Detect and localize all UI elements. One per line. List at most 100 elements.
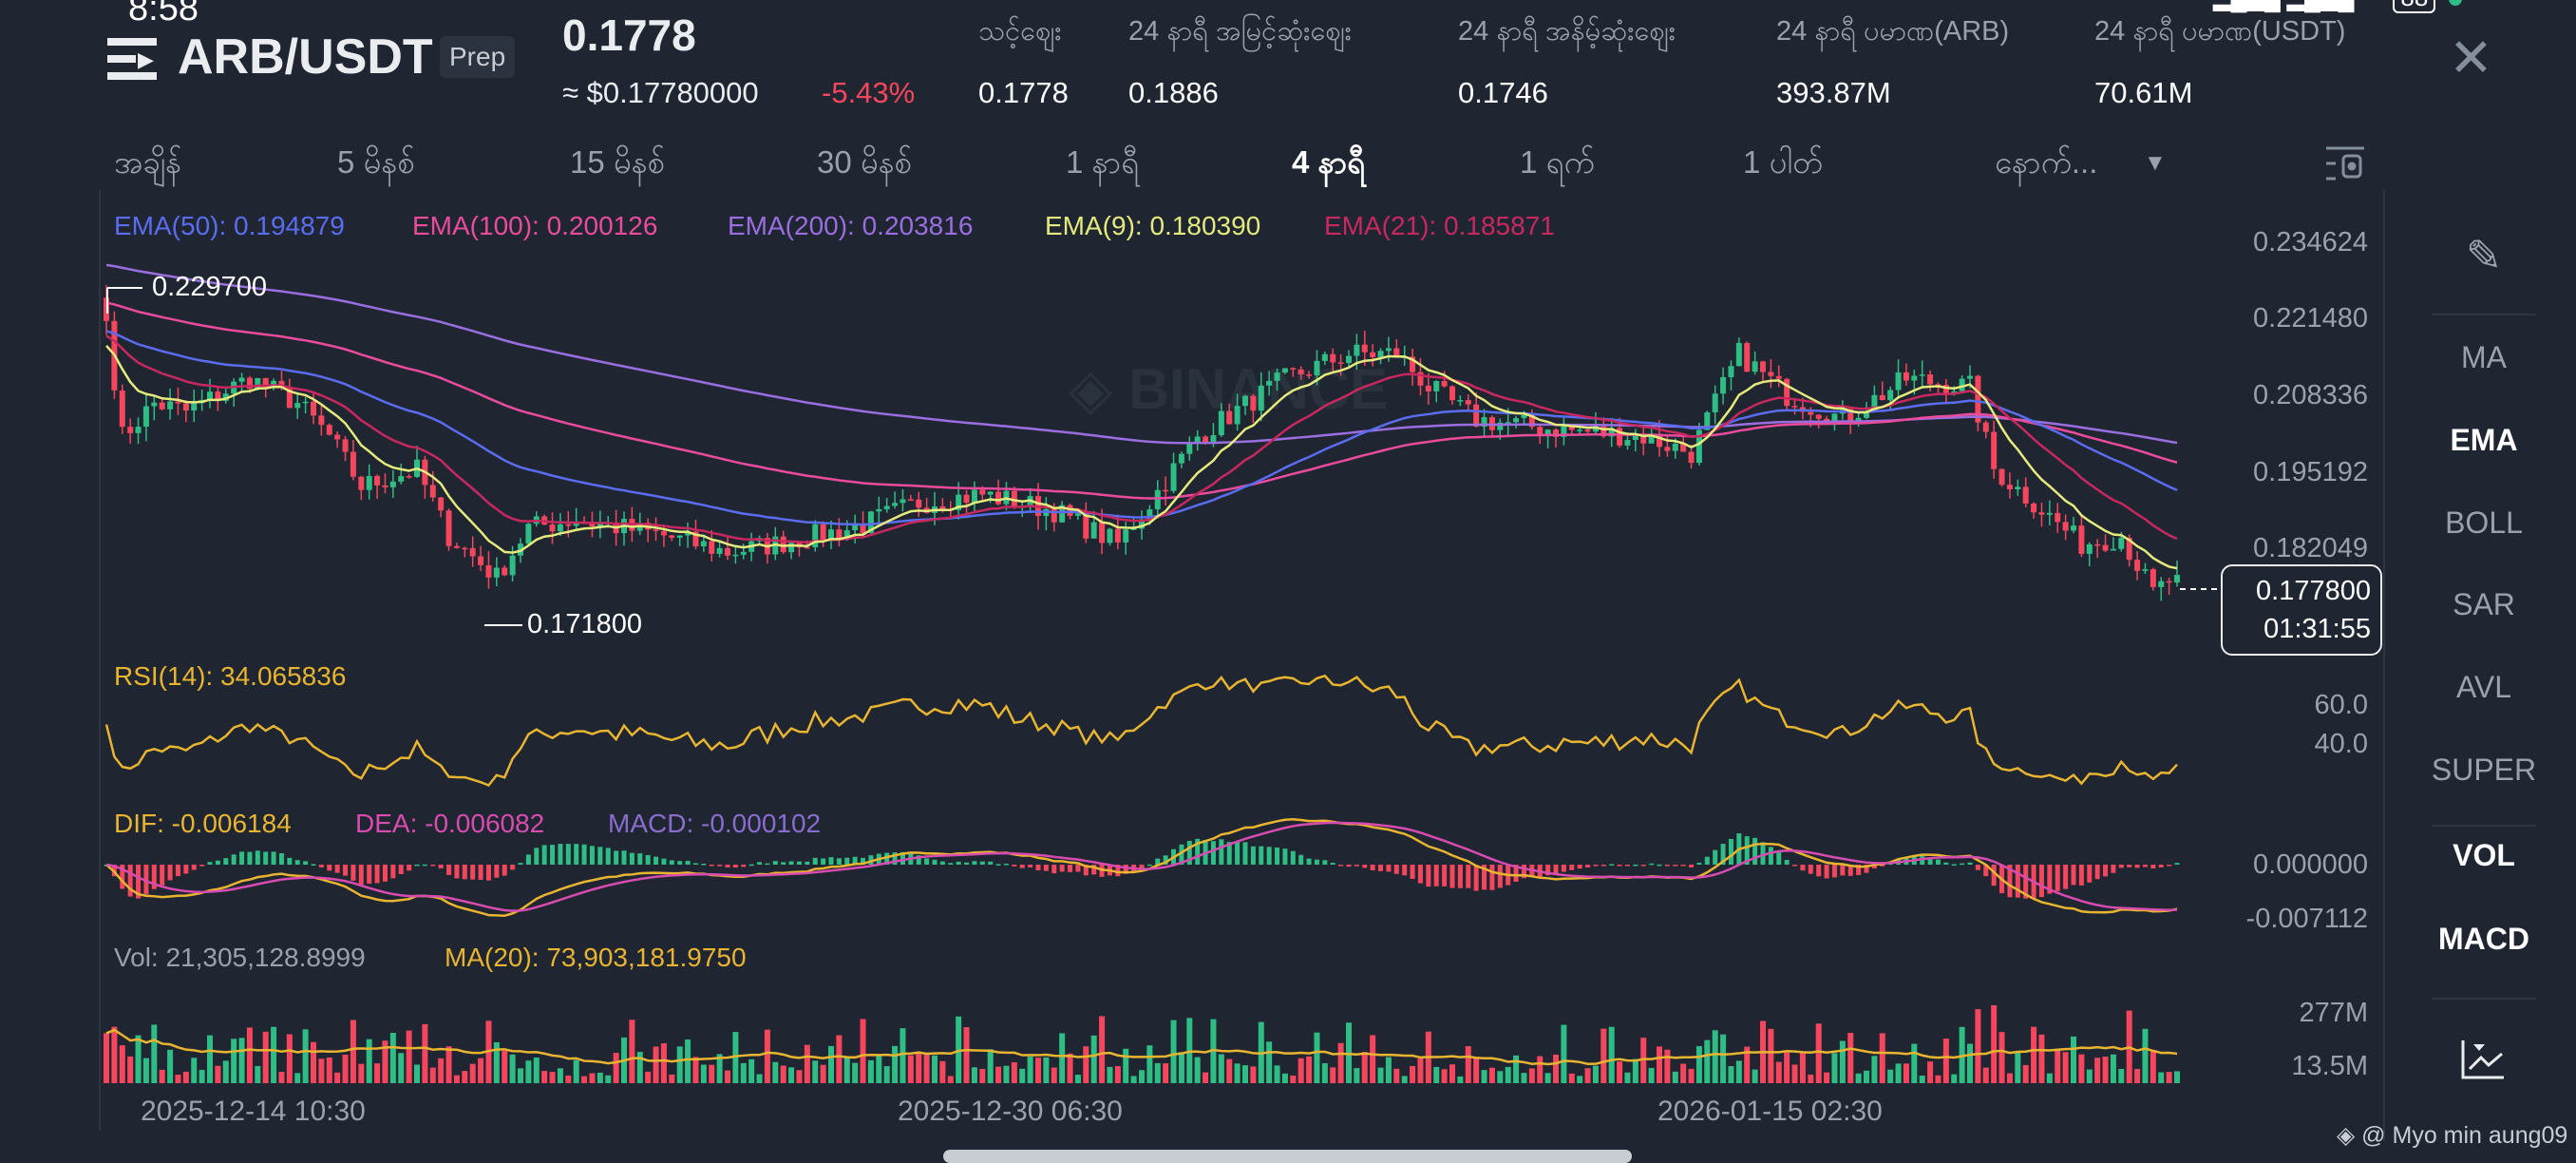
candle [1146,509,1153,520]
candle [660,531,667,536]
candle [1815,414,1822,419]
menu-icon[interactable]: ▶ [107,38,157,80]
macd-bar [1927,857,1933,865]
macd-bar [1800,865,1806,871]
sidebar-item-avl[interactable]: AVL [2455,670,2512,704]
macd-bar [1298,854,1304,865]
candle [1090,522,1097,539]
macd-bar [1035,865,1041,871]
volume-bar [334,1072,341,1083]
pencil-draw-icon[interactable]: ✎ [2465,231,2503,280]
volume-bar [2055,1050,2061,1083]
volume-bar [1895,1063,1902,1083]
volume-bar [374,1063,381,1083]
candle [271,380,277,388]
macd-bar [1179,844,1184,865]
volume-bar [2102,1057,2109,1083]
close-icon[interactable]: ✕ [2449,28,2493,87]
volume-bar [557,1068,563,1083]
volume-panel [104,1005,2180,1083]
volume-bar [350,1020,356,1083]
macd-bar [2167,865,2172,867]
sidebar-item-boll[interactable]: BOLL [2445,505,2523,540]
volume-bar [191,1058,198,1083]
macd-bar [1370,865,1375,870]
legend-vol-ma: MA(20): 73,903,181.9750 [445,943,747,972]
macd-bar [1378,865,1384,871]
tab-5m[interactable]: 5 မိနစ် [337,144,416,180]
candle [1568,426,1575,430]
volume-bar [1561,1024,1567,1083]
volume-bar [1154,1062,1161,1083]
volume-bar [669,1074,675,1083]
volume-bar [2094,1058,2101,1083]
tab-4h[interactable]: 4 နာရီ [1292,144,1366,180]
chart-type-icon[interactable] [2460,1039,2506,1085]
candle [1274,372,1280,381]
macd-bar [422,864,427,867]
volume-bar [772,1061,779,1083]
tab-1h[interactable]: 1 နာရီ [1066,144,1140,180]
volume-bar [1728,1066,1734,1083]
macd-bar [812,857,818,865]
candle [1114,528,1121,543]
macd-bar [263,851,269,865]
macd-bar [821,858,826,865]
volume-bar [1744,1046,1751,1083]
tab-more[interactable]: နောက်... [1995,144,2098,180]
candle [1410,356,1416,372]
macd-bar [1808,865,1813,874]
volume-bar [1839,1040,1846,1083]
vol-tick: 13.5M [2291,1051,2368,1081]
tab-1d[interactable]: 1 ရက် [1520,144,1595,180]
sidebar-item-super[interactable]: SUPER [2431,753,2537,787]
volume-bar [1688,1068,1695,1083]
chevron-down-icon[interactable]: ▼ [2144,150,2167,176]
candle [1784,378,1790,407]
sidebar-item-vol[interactable]: VOL [2453,838,2515,872]
candle [2006,485,2013,489]
macd-bar [247,851,253,865]
macd-bar [1577,865,1582,869]
candle [1234,406,1241,425]
pair-title[interactable]: ARB/USDT [178,29,433,85]
macd-bar [574,844,579,865]
price-tick: 0.208336 [2253,380,2368,410]
sidebar-item-sar[interactable]: SAR [2453,587,2515,621]
tab-15m[interactable]: 15 မိနစ် [570,144,666,180]
candle [1752,361,1758,372]
candle [493,567,500,578]
macd-bar [1633,864,1638,867]
high-marker: 0.229700 [152,272,267,302]
volume-bar [1226,1058,1233,1083]
status-time: 8:58 [128,0,199,29]
candle [1919,374,1925,376]
sidebar-item-macd[interactable]: MACD [2438,922,2529,956]
tab-time[interactable]: အချိန် [114,144,182,180]
macd-bar [215,860,220,865]
macd-bar [1028,865,1033,867]
volume-bar [549,1072,556,1083]
volume-bar [1911,1043,1918,1083]
macd-bar [494,865,500,878]
tab-1w[interactable]: 1 ပါတ် [1743,144,1824,180]
rsi-tick: 60.0 [2314,690,2368,720]
ema-lines [105,263,2178,570]
macd-bar [1322,860,1328,865]
candle [1449,386,1455,401]
tab-30m[interactable]: 30 မိနစ် [817,144,913,180]
candle [1123,529,1129,543]
candle [238,377,245,382]
volume-bar [828,1045,834,1083]
prep-badge: Prep [440,36,516,78]
candle [135,427,142,433]
candle [1194,436,1201,443]
chart-settings-icon[interactable] [2322,144,2370,184]
sidebar-item-ma[interactable]: MA [2461,340,2507,374]
sidebar-item-ema[interactable]: EMA [2450,423,2518,457]
volume-bar [836,1035,843,1083]
horizontal-scrollbar[interactable] [943,1150,1632,1163]
macd-bar [541,845,547,865]
volume-bar [478,1058,484,1083]
